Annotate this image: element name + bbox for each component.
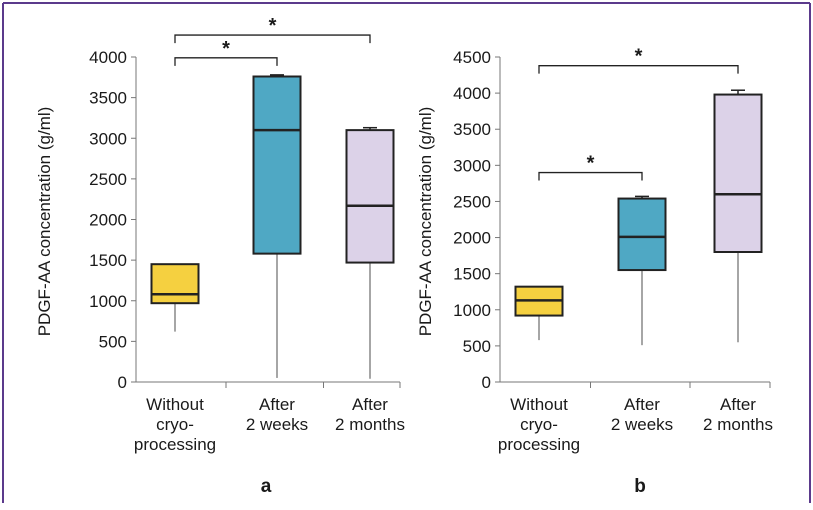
y-tick-label: 500 [99,332,127,351]
bracket-line [174,57,278,66]
box-2 [617,195,667,346]
x-category-label: After 2 weeks [611,395,673,434]
panel-label: a [261,476,272,497]
box-1 [150,263,200,332]
x-category-label-line: 2 weeks [246,415,308,434]
y-tick-label: 4000 [453,84,491,103]
x-category-label-line: Without [146,395,204,414]
y-tick-label: 3000 [453,156,491,175]
x-category-label-line: After [720,395,756,414]
box-body [252,75,302,255]
y-tick-label: 1500 [453,265,491,284]
x-category-label-line: 2 weeks [611,415,673,434]
x-category-label-line: processing [498,435,580,454]
panel-label: b [634,476,646,497]
chart-panel-a: 0 500 1000 1500 2000 2500 3000 3500 4000 PDGF-AA … [35,15,405,497]
significance-star: * [587,153,595,175]
x-category-label-line: processing [134,435,216,454]
box-body [713,93,763,253]
bracket-line [538,171,643,181]
x-category-label-line: After [352,395,388,414]
x-category-label-line: cryo- [156,415,194,434]
y-tick-label: 4500 [453,48,491,67]
y-tick-label: 2500 [89,170,127,189]
x-category-label: After 2 months [335,395,405,434]
y-tick-label: 500 [463,337,491,356]
y-tick-label: 0 [118,373,127,392]
box-3 [713,89,763,343]
x-category-label-line: After [624,395,660,414]
chart-panel-b: 0 500 1000 1500 2000 2500 3000 3500 4000 4500 PDGF… [416,46,773,497]
significance-bracket: * [538,46,739,74]
x-category-label-line: 2 months [703,415,773,434]
bracket-line [538,65,739,74]
x-category-label-line: Without [510,395,568,414]
box-body [617,197,667,272]
y-tick-label: 1000 [453,301,491,320]
significance-star: * [635,46,643,68]
x-category-label-line: cryo- [520,415,558,434]
x-category-label: Without cryo-processing [134,395,216,454]
box-2 [252,74,302,378]
box-body [150,263,200,305]
x-category-label-line: After [259,395,295,414]
significance-bracket: * [174,15,371,44]
y-tick-label: 3000 [89,129,127,148]
y-tick-label: 1500 [89,251,127,270]
y-axis-label: PDGF-AA concentration (g/ml) [35,107,54,337]
y-tick-label: 3500 [89,89,127,108]
y-tick-label: 2500 [453,192,491,211]
y-axis-label: PDGF-AA concentration (g/ml) [416,107,435,337]
significance-star: * [269,15,277,37]
bracket-line [174,34,371,44]
significance-bracket: * [174,38,278,66]
y-tick-label: 0 [482,373,491,392]
y-tick-label: 4000 [89,48,127,67]
box-1 [514,285,564,341]
x-category-label: Without cryo-processing [498,395,580,454]
y-tick-label: 3500 [453,120,491,139]
x-category-label: After 2 months [703,395,773,434]
box-3 [345,126,395,379]
significance-bracket: * [538,153,643,181]
box-body [345,129,395,264]
y-tick-label: 1000 [89,292,127,311]
x-category-label: After 2 weeks [246,395,308,434]
significance-star: * [222,38,230,60]
x-category-label-line: 2 months [335,415,405,434]
y-tick-label: 2000 [89,211,127,230]
y-tick-label: 2000 [453,229,491,248]
